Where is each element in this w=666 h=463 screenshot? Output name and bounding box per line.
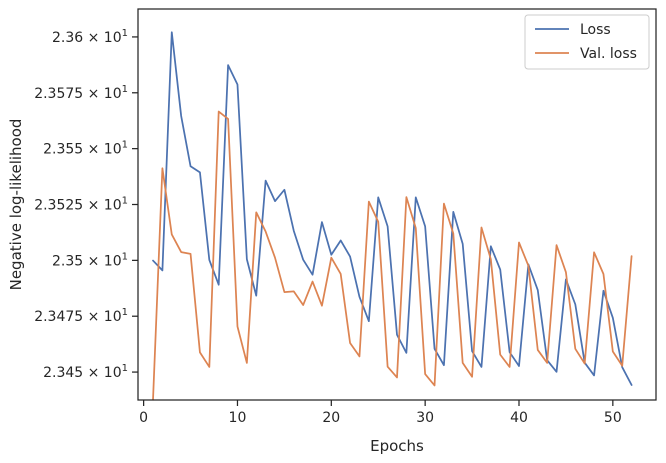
y-tick-label: 2.35 × 101 <box>52 251 128 269</box>
x-tick-label: 10 <box>229 410 247 426</box>
x-tick-label: 40 <box>510 410 528 426</box>
y-tick-label: 2.36 × 101 <box>52 28 128 46</box>
y-tick-label: 2.3525 × 101 <box>34 196 128 214</box>
x-tick-label: 50 <box>604 410 622 426</box>
x-axis-ticks: 0 10 20 30 40 50 <box>139 400 622 426</box>
x-tick-label: 30 <box>416 410 434 426</box>
y-tick-label: 2.3475 × 101 <box>34 307 128 325</box>
y-tick-label: 2.345 × 101 <box>43 363 128 381</box>
y-tick-label: 2.3575 × 101 <box>34 84 128 102</box>
legend: Loss Val. loss <box>524 14 650 70</box>
series-lines <box>152 31 633 401</box>
legend-label-loss: Loss <box>580 22 611 38</box>
series-line-val-loss <box>152 110 633 401</box>
series-line-loss <box>152 31 633 386</box>
x-axis-label: Epochs <box>370 437 424 455</box>
x-tick-label: 0 <box>139 410 148 426</box>
legend-label-val-loss: Val. loss <box>580 46 637 62</box>
x-tick-label: 20 <box>322 410 340 426</box>
y-axis-label: Negative log-likelihood <box>7 119 25 291</box>
y-tick-label: 2.355 × 101 <box>43 140 128 158</box>
y-axis-ticks: 2.345 × 101 2.3475 × 101 2.35 × 101 2.3525 … <box>34 28 138 381</box>
